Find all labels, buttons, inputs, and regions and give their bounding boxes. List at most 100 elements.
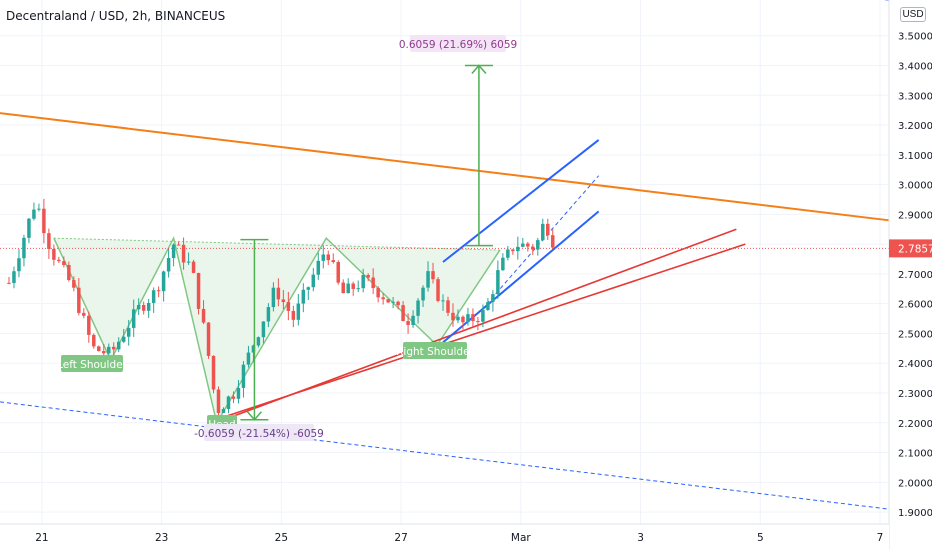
candle-body (231, 396, 236, 399)
price-tick-label: 2.6000 (898, 300, 932, 311)
measure-down-label: -0.6059 (-21.54%) -6059 (194, 424, 324, 441)
candle-body (331, 260, 335, 263)
candle-body (121, 336, 126, 342)
price-tick-label: 2.9000 (898, 210, 932, 221)
time-tick-label: 27 (394, 532, 407, 544)
candle-body (102, 351, 106, 354)
candle-body (186, 261, 191, 263)
candle-body (461, 316, 465, 323)
candle-body (546, 223, 550, 236)
candlesticks (7, 198, 555, 422)
right-shoulder-label: Right Shoulder (396, 342, 475, 359)
candle-body (541, 223, 545, 241)
candle-body (246, 352, 251, 365)
candle-body (181, 244, 186, 263)
candle-body (451, 312, 455, 321)
candle-body (107, 346, 111, 354)
candle-body (366, 275, 370, 278)
candle-body (72, 280, 76, 288)
price-axis-background (889, 0, 932, 550)
candle-body (226, 396, 231, 410)
candle-body (7, 282, 11, 284)
candle-body (346, 283, 350, 294)
candle-body (481, 309, 485, 322)
candle-body (516, 246, 520, 252)
candle-body (316, 260, 321, 275)
candle-body (276, 287, 281, 300)
candle-body (381, 297, 385, 300)
price-tick-label: 3.5000 (898, 32, 932, 43)
blue-channel-upper-line (442, 139, 600, 263)
candle-body (17, 258, 21, 272)
candle-body (391, 301, 395, 303)
candle-body (456, 316, 460, 321)
time-tick-label: 3 (637, 532, 644, 544)
candle-body (266, 307, 271, 322)
measure-down-arrowhead (246, 411, 262, 421)
left-shoulder-label-bg (61, 355, 123, 372)
candle-body (191, 261, 196, 273)
time-tick-label: 21 (35, 532, 48, 544)
candle-body (476, 321, 480, 323)
candle-body (256, 337, 261, 346)
candle-body (416, 300, 420, 316)
price-tick-label: 2.1000 (898, 449, 932, 460)
measure-up-label-bg (410, 35, 506, 52)
candle-body (426, 271, 430, 288)
candle-body (521, 243, 525, 247)
candle-body (281, 299, 286, 303)
time-tick-label: 5 (757, 532, 764, 544)
time-axis-background (0, 524, 889, 550)
time-axis[interactable]: 21 23 25 27 Mar 3 5 7 (35, 532, 883, 544)
candle-body (82, 312, 86, 316)
candle-body (401, 305, 405, 322)
candle-body (12, 271, 16, 283)
candle-body (166, 258, 171, 272)
candle-body (506, 249, 510, 258)
price-axis[interactable]: 1.9000 2.0000 2.1000 2.2000 2.3000 2.4000 2.50… (889, 32, 932, 519)
candle-body (376, 288, 380, 298)
candle-body (441, 300, 445, 302)
measure-up-label: 0.6059 (21.69%) 6059 (399, 35, 517, 52)
candle-body (261, 321, 266, 338)
right-shoulder-label-bg (403, 342, 467, 359)
time-tick-label: 7 (877, 532, 884, 544)
candle-body (151, 290, 156, 303)
candle-body (436, 279, 440, 301)
price-tick-label: 2.2000 (898, 419, 932, 430)
candle-body (156, 290, 161, 292)
candle-body (201, 308, 206, 323)
price-tick-label: 3.1000 (898, 151, 932, 162)
candle-body (87, 315, 91, 335)
pattern-fill (53, 238, 500, 423)
candle-body (296, 303, 301, 320)
price-tick-label: 2.7000 (898, 270, 932, 281)
candle-body (211, 355, 216, 390)
candle-body (336, 262, 340, 283)
candle-body (396, 301, 400, 306)
candle-body (291, 310, 296, 320)
candle-body (321, 254, 326, 261)
candle-body (236, 387, 241, 399)
currency-button[interactable]: USD (900, 7, 926, 22)
candle-body (301, 289, 306, 304)
candle-body (551, 235, 555, 248)
candle-body (77, 287, 81, 313)
candle-body (62, 261, 66, 265)
left-shoulder-label: Left Shoulder (57, 355, 128, 372)
candle-body (286, 302, 291, 311)
blue-channel-mid-line (481, 175, 600, 310)
candle-body (361, 275, 365, 289)
candle-body (411, 315, 415, 325)
trend-lines (0, 0, 890, 510)
price-tick-label: 3.2000 (898, 121, 932, 132)
candle-body (466, 314, 470, 323)
candle-body (171, 244, 176, 259)
candle-body (356, 288, 360, 290)
price-tick-label: 2.4000 (898, 359, 932, 370)
right-shoulder-label-text: Right Shoulder (396, 346, 474, 358)
price-tick-label: 2.5000 (898, 329, 932, 340)
candle-body (251, 345, 256, 353)
candle-body (32, 209, 36, 219)
